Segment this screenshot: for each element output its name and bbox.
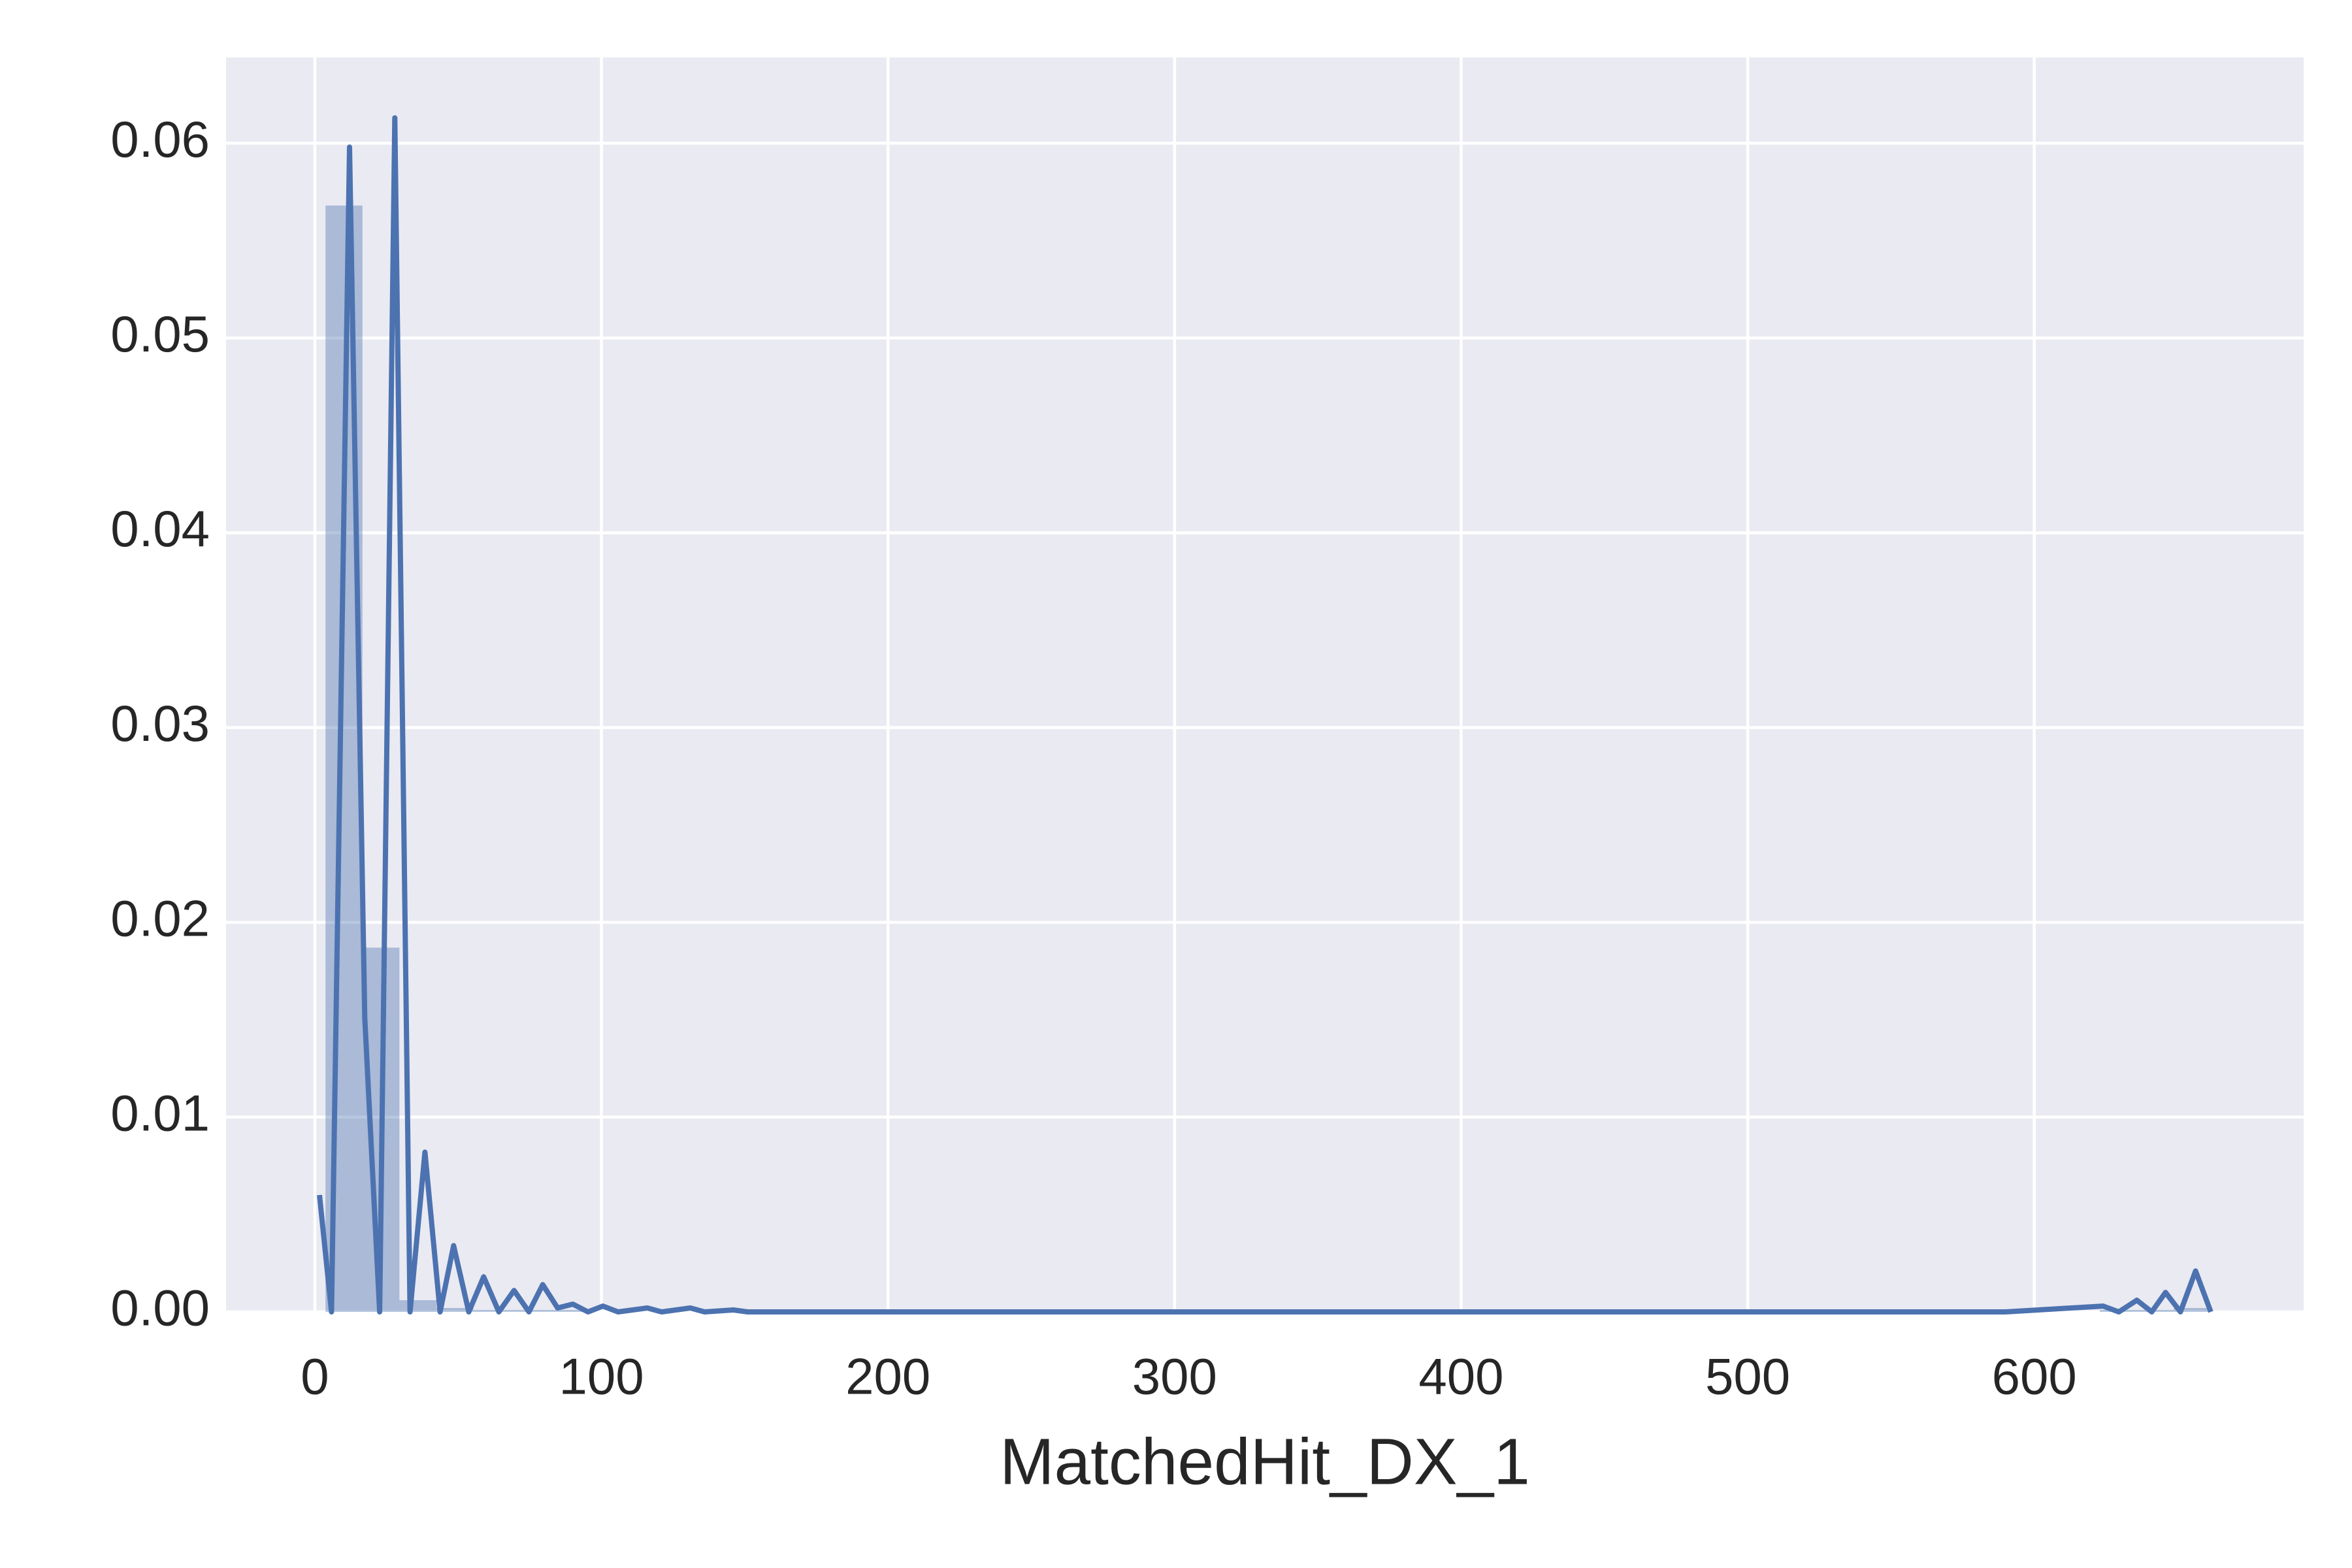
y-tick-label: 0.03 bbox=[110, 694, 210, 752]
density-line bbox=[317, 115, 2213, 1315]
x-tick-label: 100 bbox=[559, 1348, 644, 1405]
x-tick-label: 600 bbox=[1992, 1348, 2077, 1405]
x-axis-label: MatchedHit_DX_1 bbox=[1000, 1425, 1530, 1498]
y-tick-label: 0.06 bbox=[110, 110, 210, 168]
x-tick-label: 400 bbox=[1418, 1348, 1503, 1405]
histogram-bar bbox=[547, 1310, 585, 1312]
x-tick-label: 0 bbox=[301, 1348, 329, 1405]
histogram-bar bbox=[399, 1300, 436, 1312]
x-tick-label: 200 bbox=[845, 1348, 930, 1405]
x-tick-label: 300 bbox=[1132, 1348, 1217, 1405]
marks bbox=[317, 115, 2213, 1315]
y-tick-label: 0.01 bbox=[110, 1084, 210, 1141]
grid bbox=[226, 57, 2304, 1314]
y-tick-label: 0.05 bbox=[110, 305, 210, 363]
histogram-bar bbox=[436, 1308, 474, 1312]
histogram-bar bbox=[473, 1310, 511, 1312]
x-tick-label: 500 bbox=[1705, 1348, 1790, 1405]
plot-background bbox=[226, 57, 2304, 1312]
y-tick-label: 0.04 bbox=[110, 500, 210, 557]
y-tick-label: 0.02 bbox=[110, 889, 210, 947]
y-tick-label: 0.00 bbox=[110, 1279, 210, 1337]
histogram-bar bbox=[2174, 1308, 2211, 1312]
